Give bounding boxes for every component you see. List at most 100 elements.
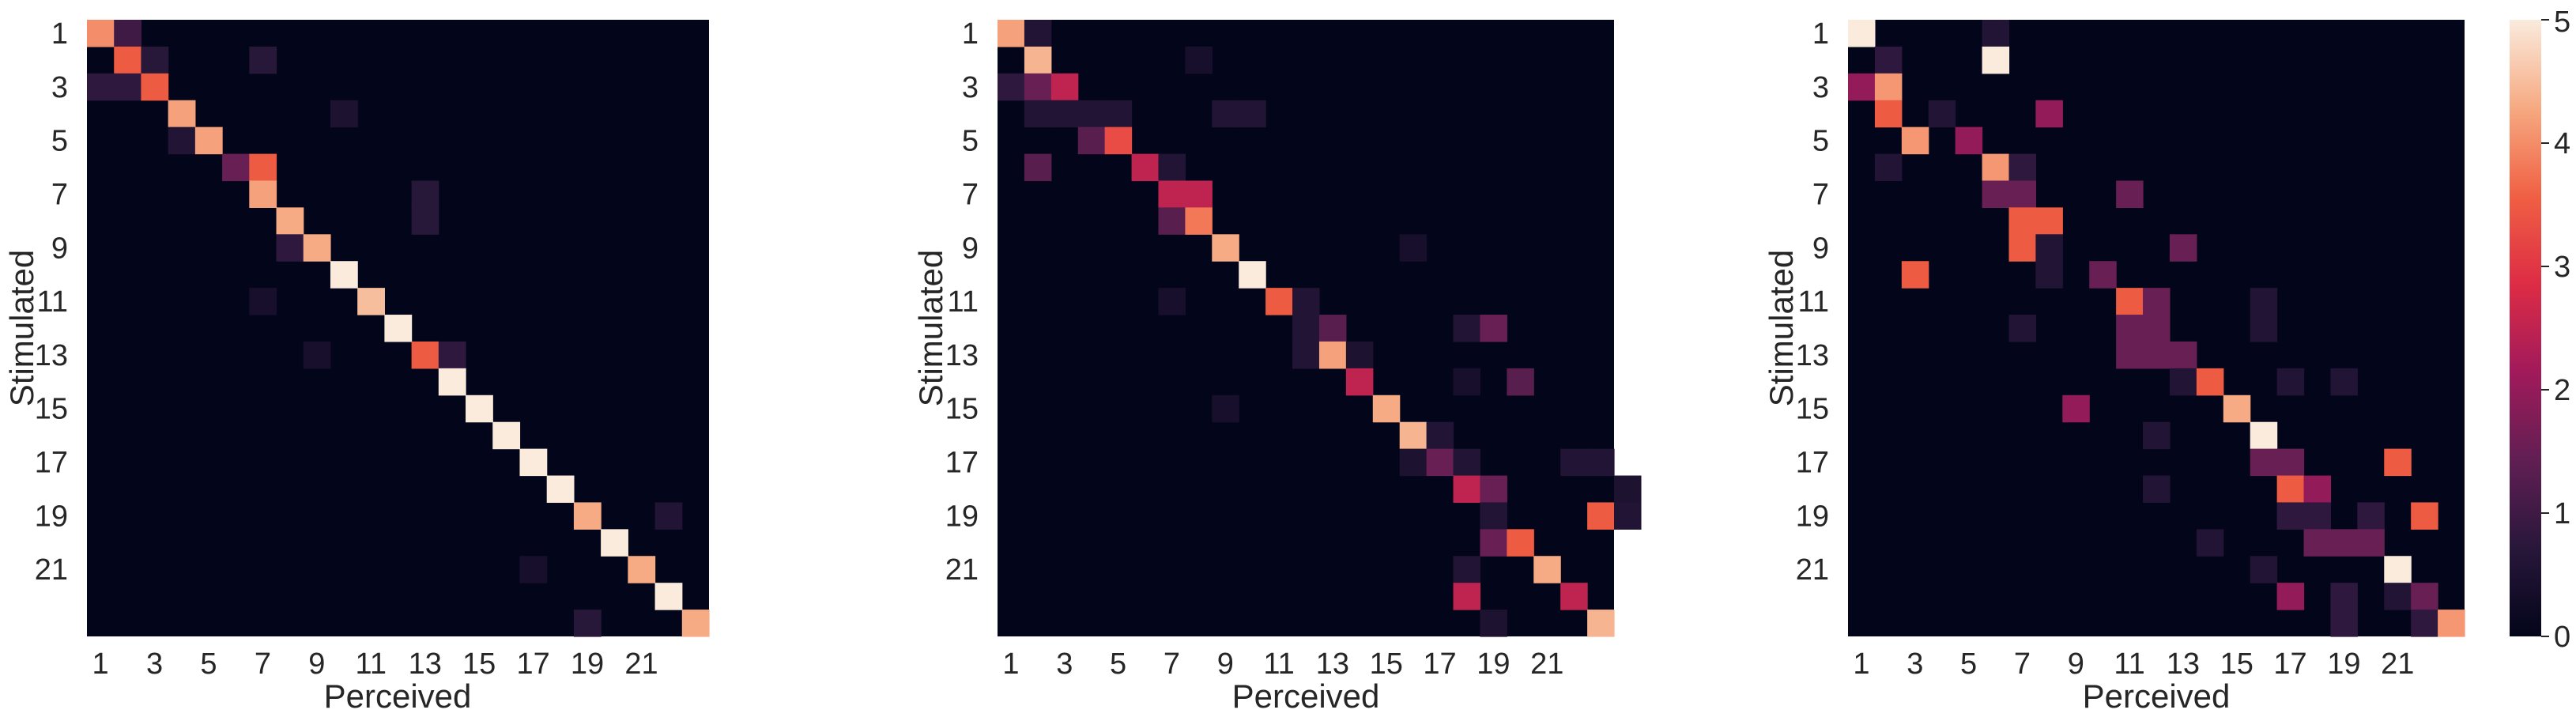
y-tick-label: 13 (35, 339, 68, 372)
heatmap-cell (1318, 341, 1347, 369)
heatmap-cell (303, 234, 331, 262)
heatmap-cell (492, 421, 521, 450)
heatmap-cell (1533, 556, 1561, 583)
y-tick-label: 15 (35, 393, 68, 426)
x-tick-label: 11 (1263, 647, 1294, 681)
heatmap-cell (2330, 610, 2358, 637)
y-tick-label: 17 (1796, 447, 1829, 480)
y-tick-label: 19 (945, 500, 979, 533)
heatmap-cell (1185, 207, 1213, 235)
heatmap-cell (2276, 448, 2305, 477)
heatmap-cell (2384, 583, 2412, 610)
heatmap-cell (87, 20, 115, 47)
x-axis-label: Perceived (1232, 678, 1380, 715)
heatmap-cell (1399, 448, 1428, 477)
heatmap-cell (2008, 180, 2036, 208)
colorbar-tick-label: 4 (2554, 127, 2570, 160)
x-tick-label: 3 (1056, 647, 1073, 681)
heatmap-cell (2330, 368, 2358, 396)
heatmap-cell (141, 46, 169, 74)
x-tick-label: 21 (2381, 647, 2414, 681)
x-tick-label: 9 (2068, 647, 2084, 681)
heatmap-cell (546, 475, 575, 504)
heatmap-cell (249, 153, 277, 182)
heatmap-cell (2330, 529, 2358, 557)
heatmap-cell (654, 502, 683, 530)
heatmap-cell (2411, 502, 2438, 530)
y-tick-label: 19 (35, 500, 68, 533)
heatmap-cell (1587, 448, 1615, 477)
heatmap-cell (2330, 583, 2358, 610)
heatmap-cell (1901, 126, 1929, 155)
heatmap-cell (1480, 502, 1507, 530)
x-tick-label: 5 (1960, 647, 1977, 681)
y-tick-label: 19 (1796, 500, 1829, 533)
heatmap-cell (2143, 475, 2171, 504)
heatmap-cell (1901, 261, 1929, 289)
heatmap-cell (2169, 341, 2197, 369)
heatmap-cell (573, 502, 602, 530)
colorbar-gradient (2510, 20, 2541, 636)
heatmap-cell (1158, 180, 1186, 208)
heatmap-cell (2008, 153, 2036, 182)
heatmap-cell (114, 46, 142, 74)
heatmap-cell (2357, 529, 2385, 557)
heatmap-cell (1507, 368, 1534, 396)
heatmap-cell (438, 368, 466, 396)
y-tick-label: 11 (37, 285, 68, 319)
heatmap-cell (194, 126, 223, 155)
heatmap-cell (1982, 153, 2010, 182)
heatmap-cell (249, 46, 277, 74)
heatmap-cell (2143, 315, 2171, 342)
heatmap-cell (1399, 421, 1428, 450)
heatmap-cell (1480, 315, 1507, 342)
colorbar: 0 1 2 3 4 5 (2510, 6, 2570, 654)
heatmap-cell (1453, 556, 1481, 583)
heatmap-cell (1614, 475, 1642, 504)
x-tick-label: 21 (1530, 647, 1563, 681)
heatmap-cell (303, 341, 331, 369)
y-tick-label: 11 (948, 285, 979, 319)
x-tick-labels: 1 3 5 7 9 11 13 15 17 19 21 (1853, 647, 2414, 681)
y-tick-label: 7 (962, 178, 979, 211)
heatmap-cell (1158, 153, 1186, 182)
y-tick-label: 9 (1812, 232, 1829, 265)
x-tick-label: 11 (2114, 647, 2144, 681)
y-tick-label: 9 (962, 232, 979, 265)
heatmap-cell (1982, 180, 2010, 208)
x-tick-label: 9 (1217, 647, 1234, 681)
heatmap-cell (1982, 46, 2010, 74)
heatmap-cell (1292, 315, 1320, 342)
heatmap-cell (330, 261, 358, 289)
heatmap-cell (1050, 73, 1079, 101)
heatmap-cell (2035, 234, 2063, 262)
x-tick-label: 3 (1907, 647, 1923, 681)
heatmap-cell (1587, 502, 1615, 530)
heatmap-cell (1480, 475, 1507, 504)
x-tick-label: 17 (1423, 647, 1456, 681)
heatmap-cell (2116, 288, 2144, 315)
x-tick-label: 21 (624, 647, 658, 681)
heatmap-cell (1104, 126, 1133, 155)
heatmap-cell (249, 180, 277, 208)
heatmap-cell (168, 100, 196, 128)
heatmap-cell (2276, 583, 2305, 610)
y-tick-label: 21 (35, 553, 68, 587)
colorbar-tick-label: 0 (2554, 621, 2570, 654)
x-tick-label: 3 (146, 647, 163, 681)
x-tick-label: 11 (356, 647, 387, 681)
heatmap-cell (1077, 126, 1106, 155)
x-tick-labels: 1 3 5 7 9 11 13 15 17 19 21 (92, 647, 658, 681)
heatmap-cell (1185, 46, 1213, 74)
heatmap-cell (1453, 583, 1481, 610)
heatmap-cell (114, 20, 142, 47)
y-tick-label: 11 (1798, 285, 1829, 319)
y-tick-label: 1 (962, 17, 979, 51)
heatmap-cell (1024, 73, 1052, 101)
y-tick-label: 13 (945, 339, 979, 372)
x-tick-label: 19 (2327, 647, 2360, 681)
heatmap-cell (1345, 368, 1374, 396)
heatmap-cell (1212, 100, 1239, 128)
